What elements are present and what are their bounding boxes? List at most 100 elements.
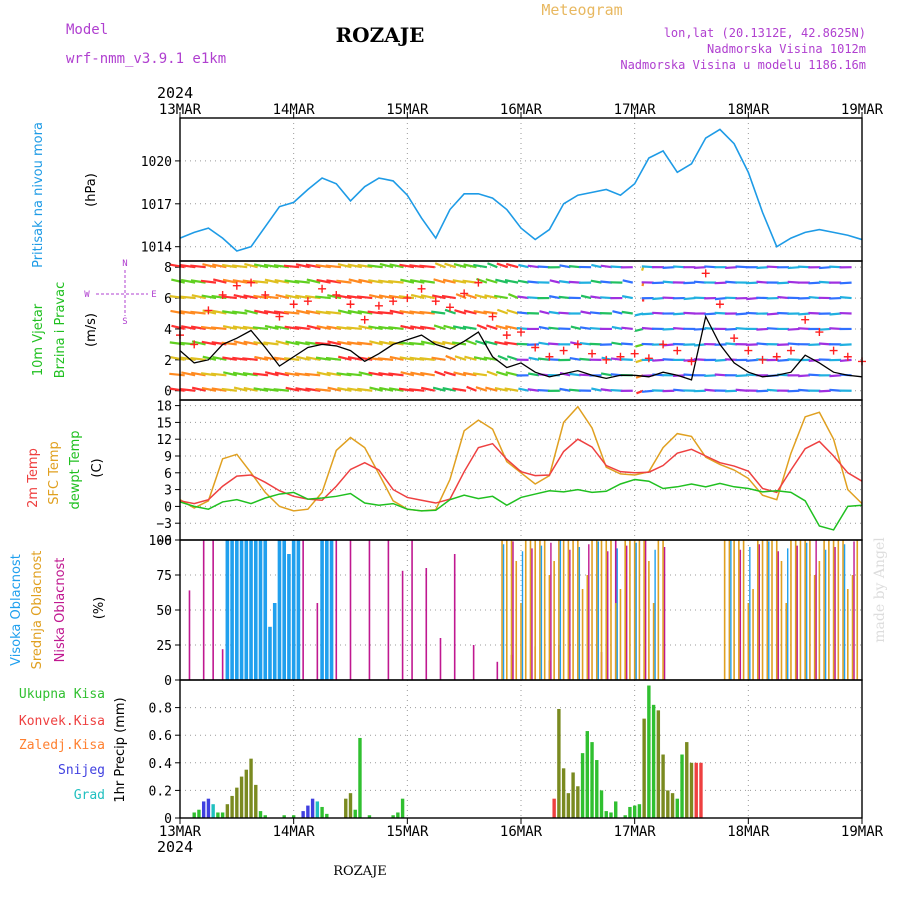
year-top: 2024 (157, 84, 193, 102)
wind-arrow (518, 263, 529, 269)
wind-arrow (505, 262, 519, 269)
pressure-unit: (hPa) (84, 173, 99, 207)
wind-arrow (294, 279, 310, 284)
xtick-label-bottom: 17MAR (614, 824, 657, 840)
wind-arrow (420, 386, 436, 392)
wind-arrow (201, 387, 217, 392)
wind-arrow (464, 355, 477, 361)
wind-arrow (818, 266, 831, 270)
wind-arrow (818, 389, 831, 393)
gust-marker (815, 328, 824, 337)
wind-arrow (377, 357, 394, 361)
wind-arrow (358, 278, 373, 284)
wind-arrow (549, 295, 561, 300)
xtick-label-bottom: 16MAR (500, 824, 543, 840)
wind-arrow (569, 356, 581, 361)
wind-arrow (190, 279, 206, 284)
wind-arrow (589, 326, 602, 331)
wind-arrow (221, 341, 237, 346)
lonlat-label: lon,lat (20.1312E, 42.8625N) (664, 26, 866, 40)
precip-bar (348, 793, 353, 818)
wind-arrow (829, 327, 842, 331)
wind-arrow (579, 373, 592, 377)
wind-arrow (454, 355, 467, 361)
wind-arrow (264, 278, 279, 284)
wind-arrow (347, 263, 363, 269)
wind-arrow (443, 324, 456, 331)
wind-arrow (662, 343, 675, 347)
wind-arrow (389, 309, 404, 315)
wind-arrow (683, 358, 696, 362)
wind-arrow (252, 372, 269, 377)
ytick-label: 0 (164, 500, 172, 515)
wind-arrow (368, 325, 383, 331)
wind-arrow (410, 293, 425, 300)
xtick-label-top: 14MAR (273, 102, 316, 118)
wind-arrow (274, 325, 290, 331)
precip-legend-graupel: Grad (74, 788, 105, 803)
wind-arrow (190, 371, 206, 377)
wind-arrow (398, 295, 415, 300)
ytick-label: 0 (164, 674, 172, 689)
wind-arrow (538, 341, 550, 346)
compass-e: E (151, 290, 156, 300)
wind-arrow (432, 340, 446, 346)
wind-arrow (839, 296, 852, 300)
gust-marker (786, 346, 795, 355)
wind-arrow (496, 308, 509, 315)
ytick-label: 0.2 (149, 784, 172, 799)
ytick-label: 3 (164, 484, 172, 499)
wind-arrow (294, 326, 310, 331)
wind-arrow (253, 263, 269, 269)
wind-arrow (662, 327, 675, 331)
wind-arrow (504, 279, 519, 284)
wind-arrow (839, 343, 852, 347)
wind-arrow (465, 293, 477, 300)
wind-arrow (641, 312, 654, 316)
wind-arrow (704, 326, 717, 331)
wind-arrow (453, 262, 467, 269)
cloud-high-bar (287, 554, 291, 680)
model-name: wrf-nmm_v3.9.1 e1km (66, 51, 226, 67)
wind-arrow (243, 340, 258, 346)
precip-bar (656, 710, 661, 818)
precip-bar (699, 762, 703, 818)
precip-bar (310, 798, 315, 818)
precip-bar (353, 809, 357, 818)
gust-marker (758, 355, 767, 364)
wind-arrow (496, 262, 509, 269)
wind-arrow (212, 263, 227, 269)
wind-arrow (434, 262, 446, 269)
xtick-label-bottom: 15MAR (386, 824, 429, 840)
wind-arrow (244, 309, 258, 315)
precip-legend-total: Ukupna Kisa (19, 687, 105, 702)
ytick-label: −6 (156, 534, 172, 549)
wind-arrow (388, 279, 404, 284)
compass-s: S (122, 317, 127, 327)
wind-arrow (315, 387, 331, 392)
wind-arrow (379, 262, 394, 269)
wind-arrow (652, 296, 665, 301)
cloud-high-bar (325, 540, 329, 680)
wind-arrow (399, 263, 415, 269)
gust-marker (602, 355, 611, 364)
wind-arrow (527, 264, 540, 269)
cloud-high-bar (282, 540, 286, 680)
wind-arrow (504, 341, 519, 346)
ytick-label: 2 (164, 354, 172, 369)
wind-arrow (221, 387, 237, 392)
panel-4-grid: 0.8 0.6 0.4 0.2 0 (149, 680, 862, 827)
wind-arrow (589, 342, 602, 346)
wind-arrow (452, 279, 467, 284)
wind-arrow (389, 263, 404, 269)
precip-legend-frz: Zaledj.Kisa (19, 738, 105, 753)
wind-arrow (652, 311, 665, 315)
wind-arrow (190, 356, 206, 361)
wind-arrow (473, 263, 488, 269)
wind-arrow (474, 293, 488, 300)
wind-arrow (579, 357, 592, 361)
ytick-label: 0.8 (149, 702, 172, 717)
wind-arrow (621, 326, 633, 331)
panel-0-grid: 1020 1017 1014 (141, 118, 862, 261)
